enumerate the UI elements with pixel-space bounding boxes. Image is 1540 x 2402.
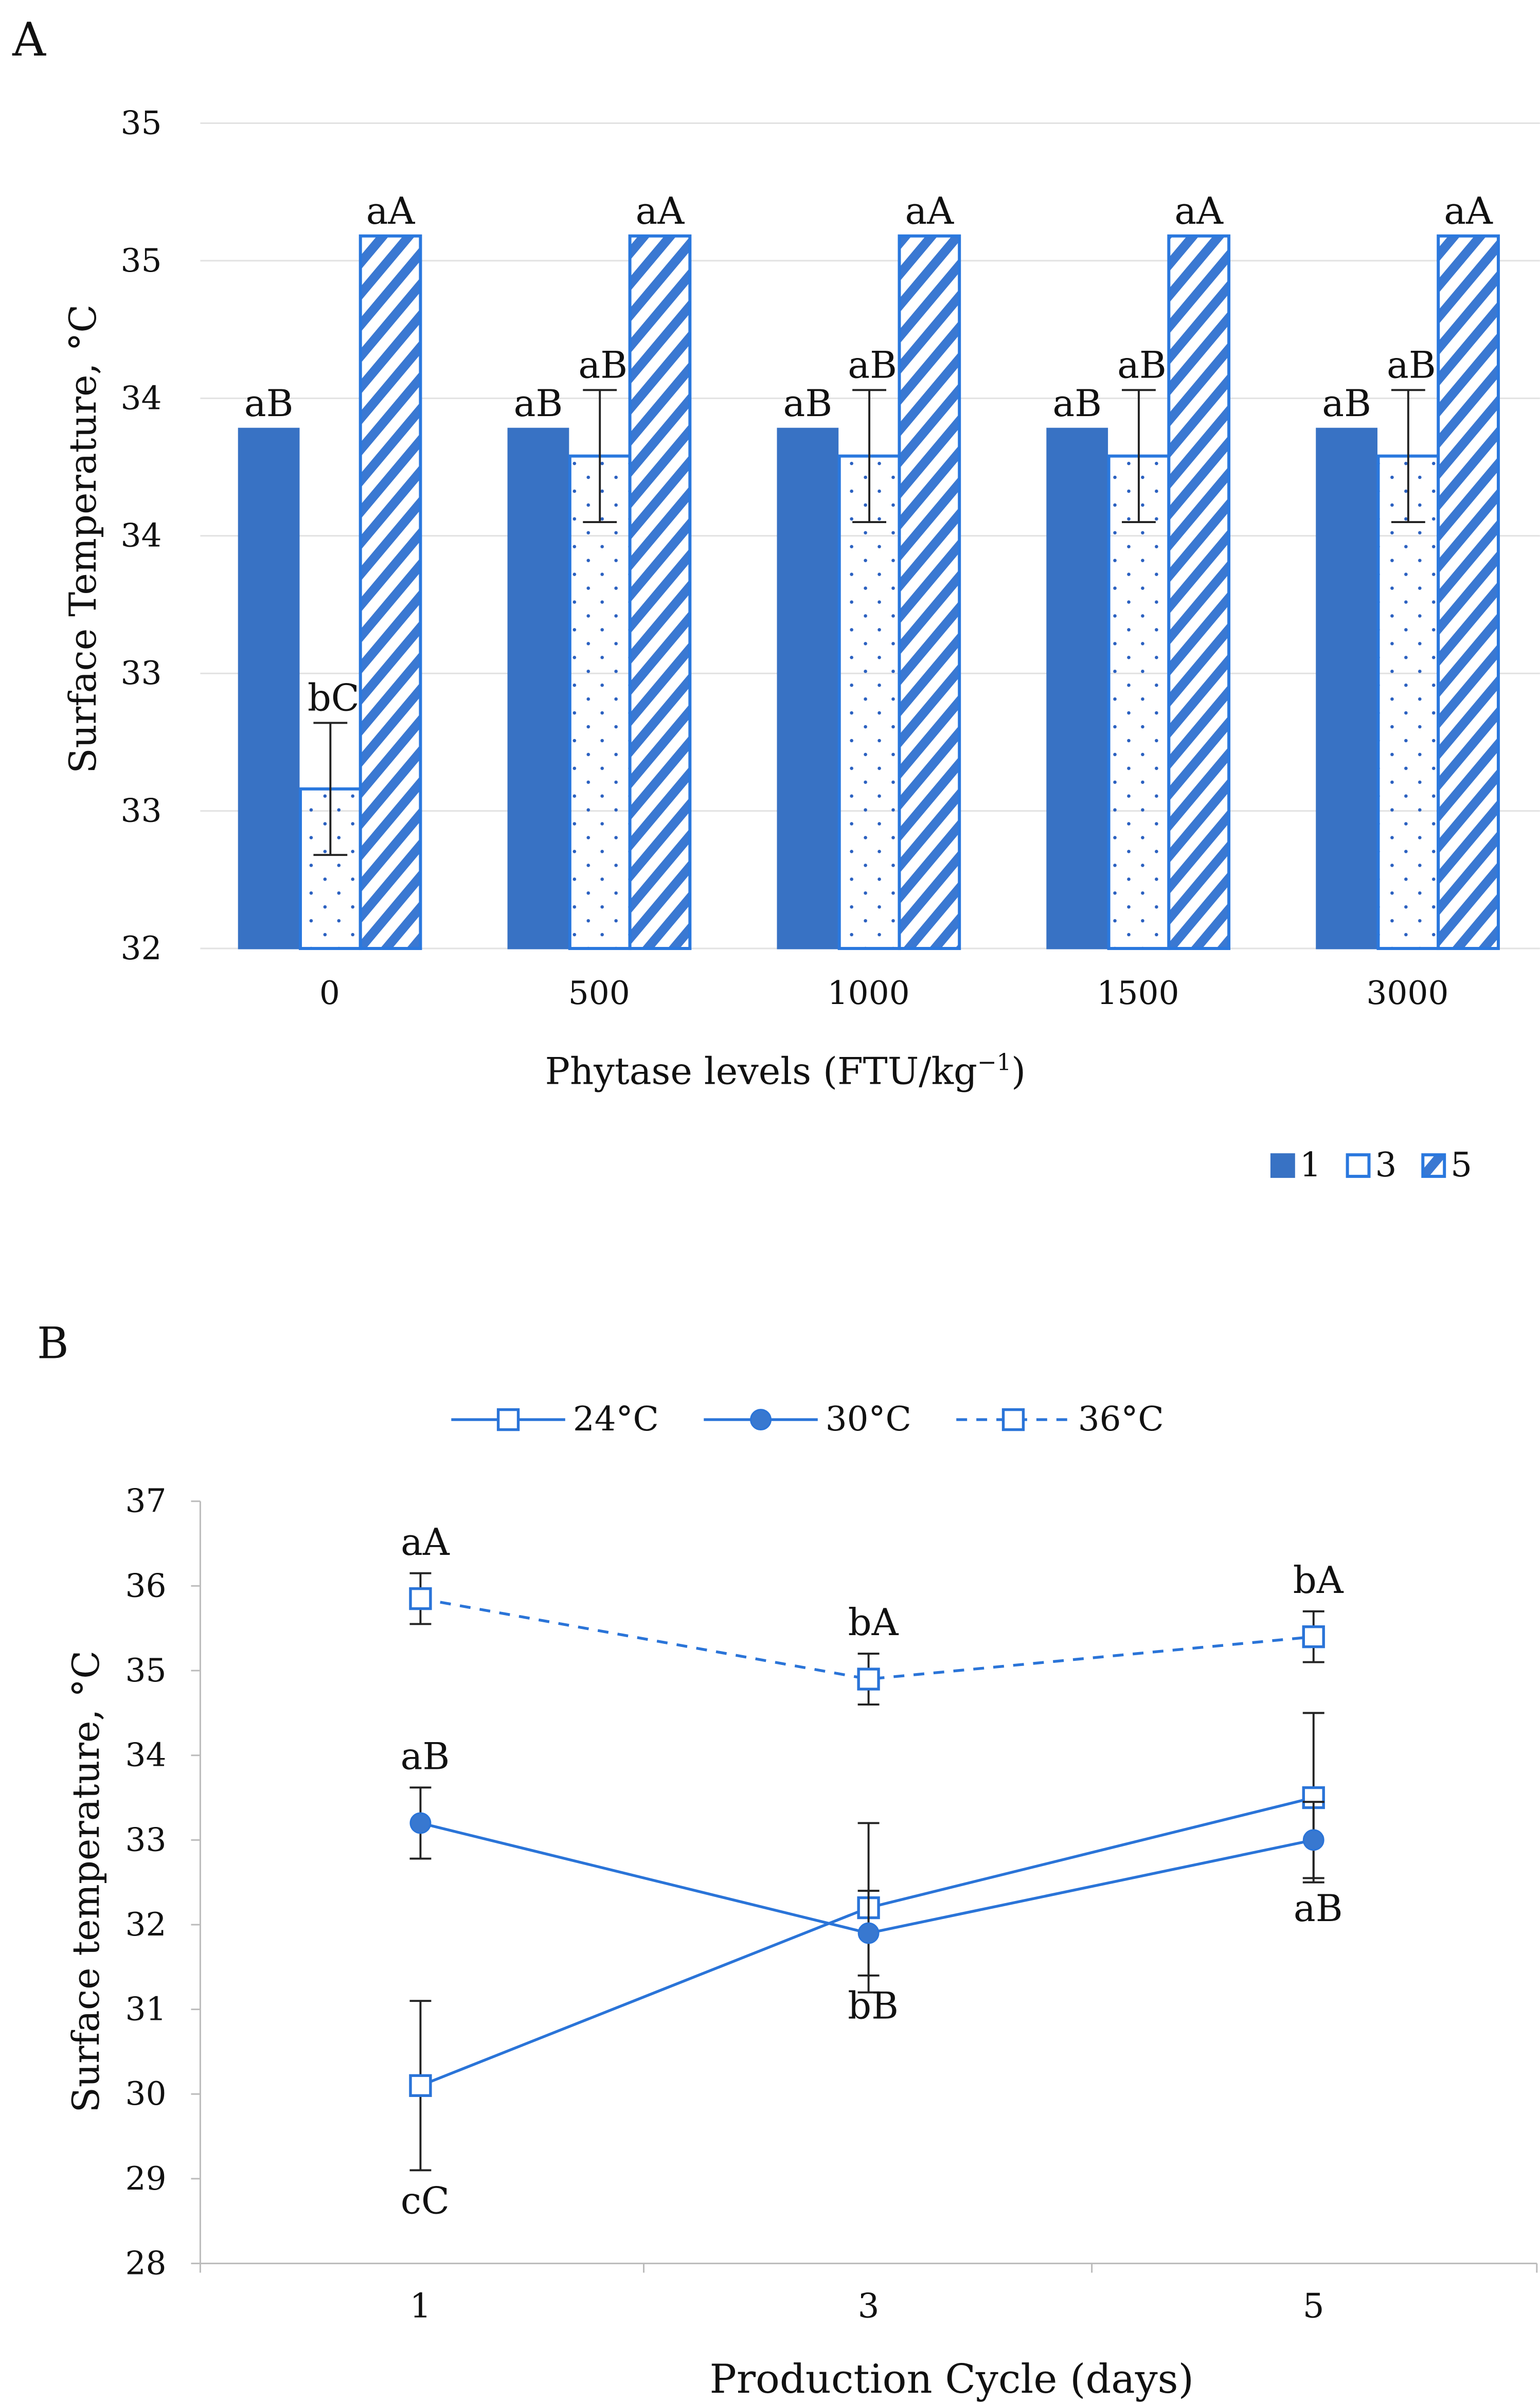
y-tick-label: 35 xyxy=(126,1652,167,1689)
legend-label: 36°C xyxy=(1078,1399,1164,1439)
series-30°C: aB bB aB xyxy=(401,1734,1343,2027)
series-36°C: aA bA bA xyxy=(401,1520,1344,1706)
significance-letter: aB xyxy=(848,343,897,386)
x-tick-label: 1000 xyxy=(828,974,910,1012)
series-24°C: cC xyxy=(401,1712,1325,2222)
marker-square xyxy=(409,1587,432,1610)
y-tick-label: 33 xyxy=(121,654,162,692)
bar-series-1 xyxy=(1046,427,1108,949)
panel-a-y-axis-label: Surface Temperature, °C xyxy=(61,304,104,774)
significance-letter: aB xyxy=(401,1734,450,1778)
y-tick-label: 35 xyxy=(121,104,162,141)
y-tick-label: 37 xyxy=(126,1482,167,1520)
bar-series-3 xyxy=(1376,454,1440,951)
x-label-text: Phytase levels (FTU/kg xyxy=(545,1049,977,1092)
bar-series-3 xyxy=(837,454,901,951)
significance-letter: aA xyxy=(1174,189,1224,232)
y-tick-label: 32 xyxy=(121,929,162,967)
bar-series-5 xyxy=(359,234,422,951)
legend-label: 24°C xyxy=(573,1399,659,1439)
y-tick-label: 33 xyxy=(121,792,162,830)
y-tick-label: 34 xyxy=(121,517,162,554)
bar-series-3 xyxy=(1107,454,1171,951)
bar-series-3 xyxy=(568,454,632,951)
marker-square xyxy=(857,1668,880,1691)
significance-letter: aA xyxy=(905,189,954,232)
significance-letter: aA xyxy=(401,1520,450,1564)
y-tick-label: 31 xyxy=(126,1991,167,2028)
y-tick-label: 35 xyxy=(121,242,162,279)
legend-label: 3 xyxy=(1375,1145,1396,1185)
significance-letter: bC xyxy=(308,676,360,720)
x-tick-label: 1 xyxy=(410,2286,432,2325)
legend-swatch-5 xyxy=(1421,1153,1446,1178)
bar-series-5 xyxy=(628,234,692,951)
legend-swatch-3 xyxy=(1346,1153,1371,1178)
significance-letter: bB xyxy=(848,1984,899,2028)
significance-letter: aB xyxy=(578,343,628,386)
significance-letter: aA xyxy=(1444,189,1493,232)
bar-series-1 xyxy=(507,427,569,949)
y-tick-label: 34 xyxy=(126,1736,167,1774)
bar-series-1 xyxy=(777,427,839,949)
significance-letter: aA xyxy=(366,189,416,232)
y-tick-label: 30 xyxy=(126,2075,167,2112)
y-tick-label: 28 xyxy=(126,2245,167,2282)
panel-a-legend: 1 3 5 xyxy=(1270,1145,1472,1185)
bar-series-5 xyxy=(1437,234,1500,951)
x-tick-label: 500 xyxy=(568,974,630,1012)
panel-b-label: B xyxy=(37,1318,69,1368)
x-label-superscript: −1 xyxy=(977,1049,1011,1076)
bar-series-1 xyxy=(238,427,300,949)
significance-letter: aB xyxy=(514,382,563,425)
x-tick-label: 5 xyxy=(1303,2286,1324,2325)
panel-b-x-axis-label: Production Cycle (days) xyxy=(709,2356,1194,2402)
marker-square xyxy=(409,2074,432,2097)
significance-letter: aB xyxy=(1387,343,1436,386)
x-tick-label: 3000 xyxy=(1366,974,1448,1012)
y-tick-label: 33 xyxy=(126,1821,167,1858)
y-tick-label: 36 xyxy=(126,1567,167,1604)
panel-b-legend: 24°C 30°C 36°C xyxy=(451,1399,1164,1439)
legend-label: 30°C xyxy=(826,1399,911,1439)
legend-swatch-1 xyxy=(1270,1153,1295,1178)
panel-a-x-axis-label: Phytase levels (FTU/kg−1) xyxy=(545,1049,1026,1093)
significance-letter: aB xyxy=(1322,382,1371,425)
x-tick-label: 0 xyxy=(319,974,340,1012)
significance-letter: cC xyxy=(401,2179,450,2222)
significance-letter: bA xyxy=(1293,1558,1344,1602)
significance-letter: aB xyxy=(1052,382,1102,425)
marker-square xyxy=(1302,1625,1325,1648)
legend-label: 1 xyxy=(1300,1145,1321,1185)
significance-letter: bA xyxy=(848,1601,899,1644)
legend-label: 5 xyxy=(1451,1145,1472,1185)
panel-b-y-axis-label: Surface temperature, °C xyxy=(64,1651,108,2112)
marker-square xyxy=(496,1408,520,1431)
marker-circle xyxy=(1302,1829,1324,1851)
bar-series-5 xyxy=(1167,234,1231,951)
significance-letter: aA xyxy=(636,189,685,232)
x-tick-label: 1500 xyxy=(1097,974,1179,1012)
marker-circle xyxy=(409,1812,432,1834)
marker-circle xyxy=(857,1922,880,1944)
bar-series-1 xyxy=(1316,427,1377,949)
x-label-end: ) xyxy=(1011,1049,1026,1092)
x-tick-label: 3 xyxy=(858,2286,880,2325)
y-tick-label: 34 xyxy=(121,379,162,417)
significance-letter: aB xyxy=(244,382,294,425)
y-tick-label: 29 xyxy=(126,2160,167,2197)
marker-square xyxy=(1001,1408,1025,1431)
panel-a-label: A xyxy=(12,13,46,67)
marker-circle xyxy=(750,1409,772,1431)
significance-letter: aB xyxy=(783,382,833,425)
significance-letter: aB xyxy=(1117,343,1167,386)
bar-series-5 xyxy=(898,234,961,951)
significance-letter: aB xyxy=(1294,1887,1343,1930)
y-tick-label: 32 xyxy=(126,1906,167,1943)
